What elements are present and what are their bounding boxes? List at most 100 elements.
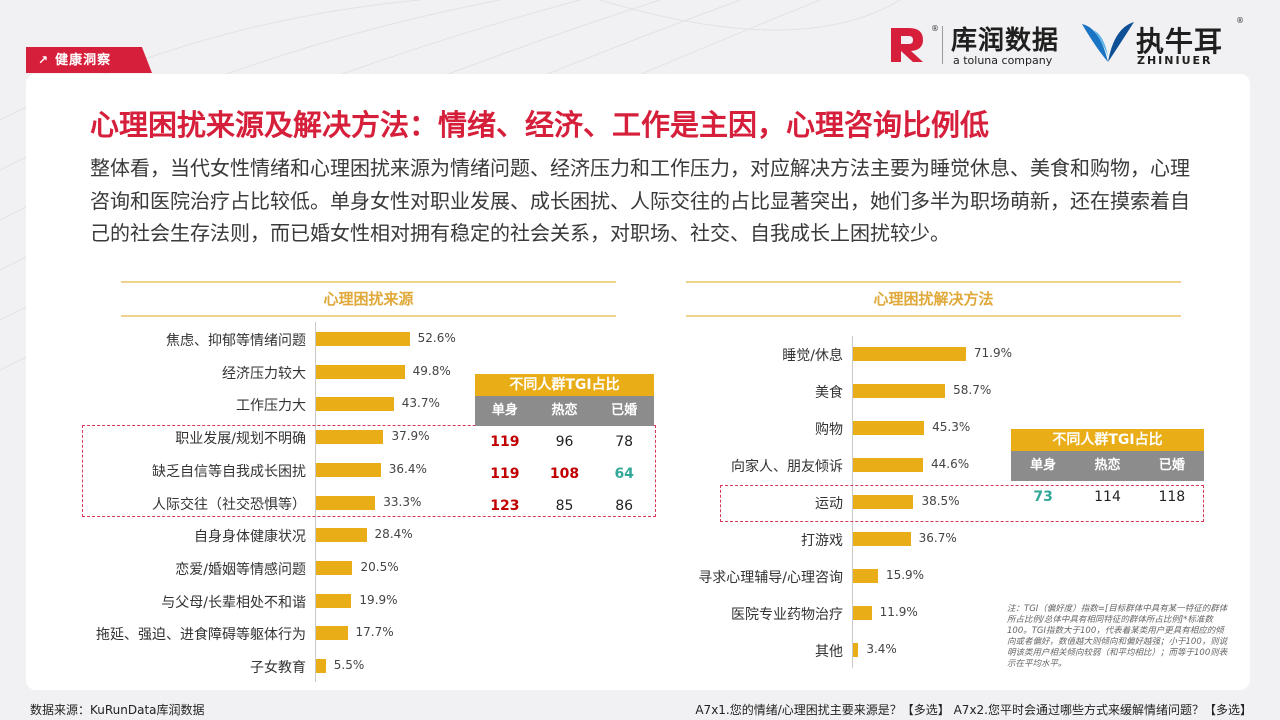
tgi-row: 119 108 64 bbox=[475, 458, 654, 490]
bar bbox=[853, 421, 925, 435]
bar-value-label: 5.5% bbox=[333, 658, 365, 672]
bar bbox=[316, 560, 353, 575]
bar-value-label: 44.6% bbox=[931, 457, 970, 471]
bar-value-label: 17.7% bbox=[355, 625, 394, 640]
bar bbox=[853, 606, 872, 620]
bar-category-label: 寻求心理辅导/心理咨询 bbox=[698, 570, 843, 586]
bar-category-label: 工作压力大 bbox=[236, 398, 306, 415]
section-tag: ↗ 健康洞察 bbox=[26, 47, 152, 73]
bar-value-label: 52.6% bbox=[417, 331, 456, 345]
bar-value-label: 49.8% bbox=[412, 363, 451, 378]
left-chart-title: 心理困扰来源 bbox=[121, 281, 616, 317]
tgi-cell: 119 bbox=[490, 466, 520, 482]
tgi-header-single: 单身 bbox=[491, 403, 518, 418]
kurun-subtitle: a toluna company bbox=[953, 54, 1053, 67]
left-chart-axis bbox=[315, 322, 316, 682]
bar bbox=[316, 659, 326, 673]
bar bbox=[316, 495, 376, 510]
bar-value-label: 11.9% bbox=[879, 605, 918, 619]
bar bbox=[316, 364, 405, 379]
bar-category-label: 经济压力较大 bbox=[222, 365, 306, 382]
tgi-row: 119 96 78 bbox=[475, 426, 654, 458]
left-tgi-table: 不同人群TGI占比 单身 热恋 已婚 119 96 78 119 108 64 123 85 8… bbox=[475, 374, 654, 522]
tgi-cell: 64 bbox=[614, 466, 634, 482]
arrow-icon: ↗ bbox=[38, 53, 50, 67]
bar-category-label: 恋爱/婚姻等情感问题 bbox=[175, 561, 306, 578]
bar-value-label: 58.7% bbox=[953, 383, 992, 397]
bar bbox=[316, 462, 381, 477]
logo-divider bbox=[942, 26, 943, 64]
bar bbox=[853, 643, 859, 657]
tgi-cell: 123 bbox=[490, 498, 520, 514]
tgi-table-title: 不同人群TGI占比 bbox=[475, 374, 654, 396]
tgi-header-dating: 热恋 bbox=[551, 403, 578, 418]
kurun-logo-icon bbox=[891, 28, 923, 62]
bar-category-label: 焦虑、抑郁等情绪问题 bbox=[166, 333, 306, 349]
bar-category-label: 缺乏自信等自我成长困扰 bbox=[152, 463, 306, 480]
registered-mark: ® bbox=[1236, 16, 1244, 25]
right-highlight-box bbox=[720, 485, 1204, 522]
tgi-footnote: 注：TGI（偏好度）指数=[目标群体中具有某一特征的群体所占比例/总体中具有相同… bbox=[1007, 604, 1228, 669]
bar-value-label: 36.7% bbox=[918, 531, 957, 545]
zhiniuer-en-name: ZHINIUER bbox=[1137, 54, 1213, 67]
tgi-cell: 73 bbox=[1033, 489, 1053, 505]
bar-category-label: 职业发展/规划不明确 bbox=[175, 431, 306, 448]
bar-value-label: 15.9% bbox=[885, 568, 925, 582]
registered-mark: ® bbox=[931, 24, 939, 33]
bar-category-label: 购物 bbox=[815, 422, 843, 438]
bar bbox=[316, 528, 367, 543]
bar-category-label: 自身身体健康状况 bbox=[194, 529, 306, 546]
tgi-header-married: 已婚 bbox=[611, 403, 638, 418]
tgi-header-row: 单身 热恋 已婚 bbox=[1011, 451, 1204, 481]
tgi-header-dating: 热恋 bbox=[1094, 458, 1121, 473]
right-chart-title: 心理困扰解决方法 bbox=[686, 281, 1181, 317]
bar bbox=[316, 332, 410, 346]
right-tgi-table: 不同人群TGI占比 单身 热恋 已婚 73 114 118 bbox=[1011, 429, 1204, 513]
tgi-cell: 108 bbox=[549, 466, 580, 482]
bar-category-label: 睡觉/休息 bbox=[782, 348, 843, 364]
bar-value-label: 36.4% bbox=[388, 461, 427, 476]
tgi-cell: 119 bbox=[490, 434, 520, 450]
right-chart-axis bbox=[852, 336, 853, 668]
bar-value-label: 33.3% bbox=[383, 494, 422, 509]
tgi-row: 73 114 118 bbox=[1011, 481, 1204, 513]
bar bbox=[853, 495, 914, 509]
summary-text: 整体看，当代女性情绪和心理困扰来源为情绪问题、经济压力和工作压力，对应解决方法主… bbox=[90, 156, 1190, 245]
tgi-header-single: 单身 bbox=[1030, 458, 1057, 473]
tgi-cell: 114 bbox=[1094, 489, 1121, 505]
data-source: 数据来源：KuRunData库润数据 bbox=[30, 703, 205, 717]
bar-value-label: 45.3% bbox=[932, 420, 971, 434]
bar bbox=[316, 593, 352, 608]
bar-value-label: 3.4% bbox=[866, 642, 897, 656]
bar-category-label: 打游戏 bbox=[801, 533, 843, 549]
bar-category-label: 运动 bbox=[815, 496, 843, 512]
tgi-header-married: 已婚 bbox=[1158, 458, 1185, 473]
bar bbox=[316, 626, 348, 641]
tgi-cell: 85 bbox=[555, 498, 574, 514]
zhiniuer-name: 执牛耳 bbox=[1136, 25, 1224, 58]
kurun-name: 库润数据 bbox=[951, 26, 1060, 56]
bar-value-label: 37.9% bbox=[391, 429, 430, 444]
tgi-header-row: 单身 热恋 已婚 bbox=[475, 396, 654, 426]
bar-category-label: 向家人、朋友倾诉 bbox=[731, 459, 843, 475]
bar-value-label: 28.4% bbox=[374, 527, 413, 542]
tgi-cell: 118 bbox=[1158, 489, 1186, 505]
bar bbox=[853, 347, 966, 361]
bar bbox=[853, 569, 878, 583]
tgi-table-title: 不同人群TGI占比 bbox=[1011, 429, 1204, 451]
bar bbox=[316, 430, 384, 445]
page-title: 心理困扰来源及解决方法：情绪、经济、工作是主因，心理咨询比例低 bbox=[90, 108, 990, 142]
left-highlight-box bbox=[82, 425, 656, 517]
bar-category-label: 医院专业药物治疗 bbox=[731, 607, 843, 623]
bar bbox=[853, 532, 911, 546]
bar-value-label: 19.9% bbox=[359, 592, 398, 607]
tgi-cell: 78 bbox=[615, 434, 634, 450]
bar-value-label: 71.9% bbox=[973, 346, 1012, 360]
survey-questions: A7x1.您的情绪/心理困扰主要来源是？【多选】 A7x2.您平时会通过哪些方式… bbox=[695, 703, 1252, 717]
bar-category-label: 与父母/长辈相处不和谐 bbox=[161, 594, 306, 611]
bar bbox=[316, 397, 394, 412]
bar-value-label: 20.5% bbox=[360, 559, 399, 574]
bar-category-label: 人际交往（社交恐惧等） bbox=[152, 496, 306, 513]
bar bbox=[853, 384, 946, 398]
bar-value-label: 43.7% bbox=[401, 396, 440, 411]
